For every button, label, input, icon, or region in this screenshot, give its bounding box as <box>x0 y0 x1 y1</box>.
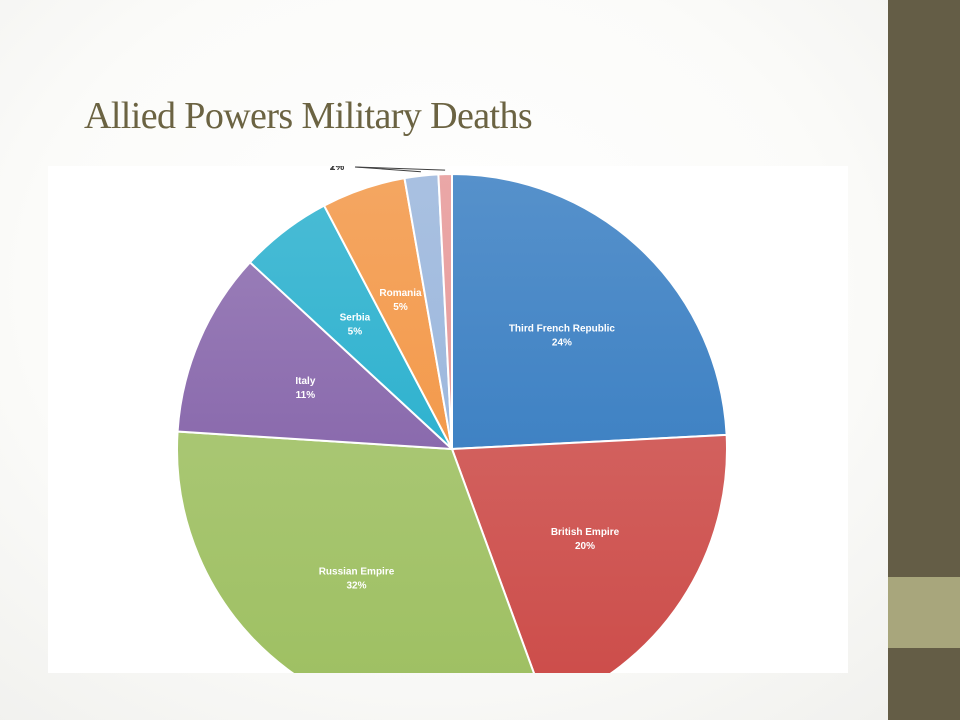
pie-slice-slice-7 <box>437 172 453 450</box>
slide-title: Allied Powers Military Deaths <box>84 95 533 137</box>
slice-label: Third French Republic <box>509 323 616 334</box>
slice-percent-label: 20% <box>575 541 595 552</box>
slice-percent-label: 1% <box>330 166 345 173</box>
slice-percent-label: 24% <box>552 337 572 348</box>
leader-line <box>354 166 446 171</box>
sidebar-accent-block <box>888 577 960 648</box>
pie-slice-russian-empire <box>176 430 535 673</box>
slice-label: Serbia <box>340 312 371 323</box>
slice-label: Italy <box>295 376 315 387</box>
slice-percent-label: 5% <box>348 326 363 337</box>
pie-slice-italy <box>176 260 455 451</box>
slice-label: Russian Empire <box>319 567 395 578</box>
slice-percent-label: 32% <box>346 581 366 592</box>
chart-area: Third French Republic 24% British Empire 20… <box>48 166 848 673</box>
slice-label: Romania <box>379 288 422 299</box>
pie-slice-third-french-republic <box>451 172 728 451</box>
slice-percent-label: 2% <box>330 166 345 173</box>
slice-percent-label: 5% <box>393 302 408 313</box>
pie-slice-british-empire <box>450 433 728 673</box>
slice-label: British Empire <box>551 527 620 538</box>
pie-chart: Third French Republic 24% British Empire 20… <box>176 166 728 673</box>
slice-percent-label: 11% <box>296 390 316 401</box>
